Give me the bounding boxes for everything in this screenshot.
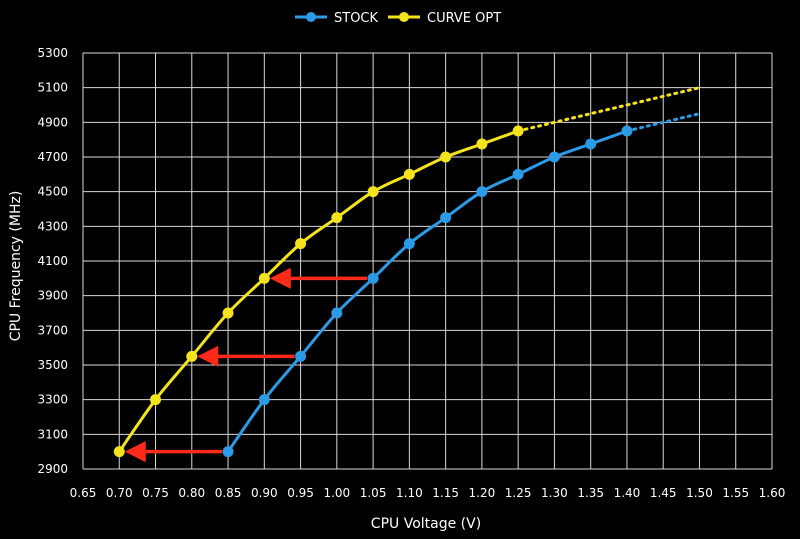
data-point-curve-opt (367, 186, 379, 198)
x-tick-label: 0.95 (287, 486, 314, 500)
axis-ticks: 0.65 0.70 0.75 0.80 0.85 0.90 0.95 1.00 1.05 1.10… (37, 46, 785, 500)
data-point-stock (403, 238, 415, 250)
data-point-stock (548, 151, 560, 163)
x-tick-label: 0.90 (251, 486, 278, 500)
data-point-stock (222, 446, 234, 458)
x-tick-label: 0.75 (142, 486, 169, 500)
x-tick-label: 1.50 (686, 486, 713, 500)
legend-marker-curve-opt (399, 12, 409, 22)
data-point-curve-opt (403, 168, 415, 180)
series-points (113, 125, 633, 458)
x-tick-label: 1.05 (360, 486, 387, 500)
annotation-arrows (124, 267, 368, 463)
data-point-curve-opt (440, 151, 452, 163)
y-tick-label: 3700 (37, 323, 68, 337)
data-point-stock (295, 350, 307, 362)
x-axis-title: CPU Voltage (V) (371, 516, 481, 532)
x-tick-label: 0.85 (215, 486, 242, 500)
series-line-stock (226, 129, 628, 453)
legend-item-stock: STOCK (295, 11, 379, 26)
x-tick-label: 1.40 (614, 486, 641, 500)
data-point-stock (367, 272, 379, 284)
data-point-curve-opt (512, 125, 524, 137)
y-tick-label: 5100 (37, 81, 68, 95)
data-point-stock (440, 212, 452, 224)
y-tick-label: 4300 (37, 219, 68, 233)
data-point-curve-opt (476, 138, 488, 150)
y-tick-label: 4900 (37, 115, 68, 129)
y-tick-label: 3300 (37, 393, 68, 407)
data-point-stock (258, 394, 270, 406)
x-tick-label: 1.15 (432, 486, 459, 500)
y-tick-label: 2900 (37, 462, 68, 476)
y-tick-label: 4700 (37, 150, 68, 164)
series-extrapolation-stock (625, 112, 701, 133)
x-tick-label: 0.80 (178, 486, 205, 500)
x-tick-label: 1.00 (323, 486, 350, 500)
series-extrapolation-curve-opt (516, 86, 701, 133)
data-point-curve-opt (258, 272, 270, 284)
legend: STOCK CURVE OPT (295, 11, 501, 26)
legend-label-curve-opt: CURVE OPT (427, 11, 501, 26)
series-line-curve-opt (118, 129, 519, 453)
data-point-curve-opt (295, 238, 307, 250)
data-point-stock (476, 186, 488, 198)
x-tick-label: 1.25 (505, 486, 532, 500)
x-tick-label: 1.30 (541, 486, 568, 500)
legend-item-curve-opt: CURVE OPT (388, 11, 501, 26)
y-axis-title: CPU Frequency (MHz) (8, 191, 24, 342)
x-tick-label: 1.55 (722, 486, 749, 500)
y-tick-label: 5300 (37, 46, 68, 60)
x-tick-label: 1.60 (759, 486, 786, 500)
grid (82, 52, 773, 470)
y-tick-label: 4100 (37, 254, 68, 268)
data-point-curve-opt (222, 307, 234, 319)
data-point-stock (331, 307, 343, 319)
data-point-stock (585, 138, 597, 150)
data-point-curve-opt (186, 350, 198, 362)
data-point-stock (621, 125, 633, 137)
y-tick-label: 3100 (37, 427, 68, 441)
x-tick-label: 1.35 (577, 486, 604, 500)
legend-label-stock: STOCK (334, 11, 379, 26)
y-tick-label: 4500 (37, 185, 68, 199)
x-tick-label: 1.20 (469, 486, 496, 500)
x-tick-label: 0.70 (106, 486, 133, 500)
data-point-curve-opt (113, 446, 125, 458)
data-point-stock (512, 168, 524, 180)
x-tick-label: 1.10 (396, 486, 423, 500)
x-tick-label: 1.45 (650, 486, 677, 500)
y-tick-label: 3900 (37, 289, 68, 303)
data-point-curve-opt (150, 394, 162, 406)
x-tick-label: 0.65 (70, 486, 97, 500)
y-tick-label: 3500 (37, 358, 68, 372)
legend-marker-stock (306, 12, 316, 22)
data-point-curve-opt (331, 212, 343, 224)
